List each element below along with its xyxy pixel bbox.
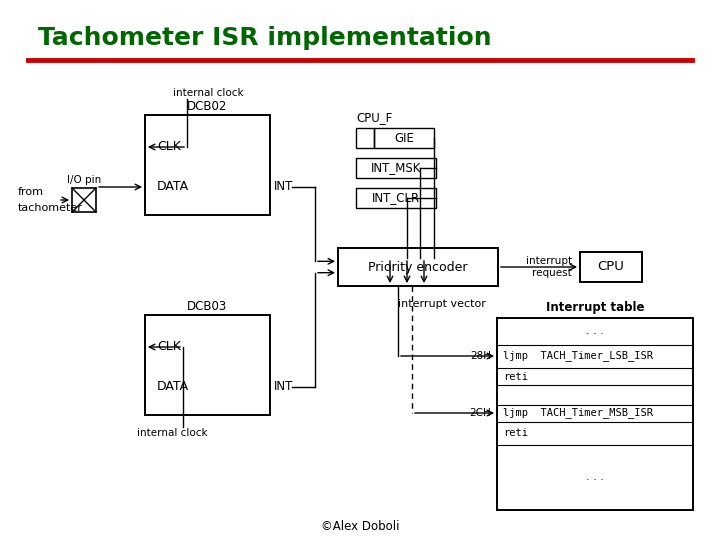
Text: . . .: . . . [586,472,604,482]
Text: reti: reti [503,428,528,438]
Text: tachometer: tachometer [18,203,83,213]
Text: DATA: DATA [157,381,189,394]
Text: . . .: . . . [586,326,604,336]
Text: interrupt vector: interrupt vector [398,299,486,309]
Text: INT_MSK: INT_MSK [371,161,421,174]
Text: CPU_F: CPU_F [356,111,392,125]
Text: Interrupt table: Interrupt table [546,301,644,314]
Text: DCB02: DCB02 [187,100,228,113]
Text: reti: reti [503,372,528,382]
Text: GIE: GIE [394,132,414,145]
Text: Priority encoder: Priority encoder [368,260,468,273]
Bar [374,128,434,148]
Text: 28H: 28H [470,351,491,361]
Text: 2CH: 2CH [469,408,491,418]
Bar [72,188,96,212]
Bar [356,188,436,208]
Text: CPU: CPU [598,260,624,273]
Bar [580,252,642,282]
Text: Tachometer ISR implementation: Tachometer ISR implementation [38,26,492,50]
Bar [356,128,374,148]
Text: CLK: CLK [157,140,181,153]
Text: I/O pin: I/O pin [67,175,101,185]
Bar [356,158,436,178]
Bar [145,115,270,215]
Text: internal clock: internal clock [173,88,243,98]
Text: INT: INT [274,180,293,193]
Text: DCB03: DCB03 [187,300,228,314]
Text: INT: INT [274,381,293,394]
Bar [145,315,270,415]
Text: DATA: DATA [157,180,189,193]
Text: ljmp  TACH_Timer_MSB_ISR: ljmp TACH_Timer_MSB_ISR [503,408,653,418]
Text: INT_CLR: INT_CLR [372,192,420,205]
Bar [338,248,498,286]
Text: CLK: CLK [157,341,181,354]
Text: from: from [18,187,44,197]
Text: internal clock: internal clock [137,428,207,438]
Text: interrupt
request: interrupt request [526,256,572,278]
Text: ljmp  TACH_Timer_LSB_ISR: ljmp TACH_Timer_LSB_ISR [503,350,653,361]
Bar [497,318,693,510]
Text: ©Alex Doboli: ©Alex Doboli [320,521,400,534]
